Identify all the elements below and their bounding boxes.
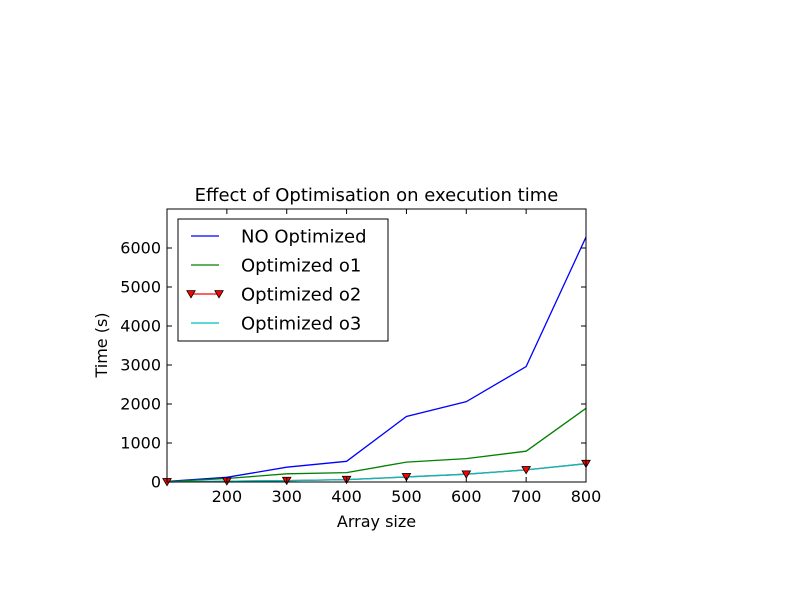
y-tick-label: 6000 xyxy=(120,239,161,258)
plot-area: 200 300 400 500 600 700 800 0 1000 2000 3000 4000 50… xyxy=(120,208,602,506)
data-point-optimized-o2 xyxy=(461,470,472,479)
x-tick-label: 200 xyxy=(212,487,243,506)
y-tick-label: 5000 xyxy=(120,278,161,297)
y-tick-label: 2000 xyxy=(120,395,161,414)
legend: NO Optimized Optimized o1 Optimized o2 Opti… xyxy=(177,218,389,342)
x-tick-label: 800 xyxy=(571,487,602,506)
y-tick-label: 1000 xyxy=(120,434,161,453)
legend-box xyxy=(177,218,389,342)
plot-frame xyxy=(166,208,587,483)
series-line-no-optimized xyxy=(166,236,587,483)
x-axis-label: Array size xyxy=(337,512,416,531)
legend-marker-optimized-o2 xyxy=(186,290,196,299)
y-axis-label: Time (s) xyxy=(92,312,111,378)
y-tick-label: 4000 xyxy=(120,317,161,336)
legend-label: NO Optimized xyxy=(241,227,367,248)
x-tick-label: 600 xyxy=(451,487,482,506)
series-line-optimized-o1 xyxy=(166,407,587,483)
legend-label: Optimized o2 xyxy=(241,285,361,306)
series-line-optimized-o3 xyxy=(166,463,587,483)
chart-title: Effect of Optimisation on execution time xyxy=(195,185,559,206)
y-tick-label: 3000 xyxy=(120,356,161,375)
x-tick-label: 400 xyxy=(331,487,362,506)
x-tick-label: 700 xyxy=(511,487,542,506)
x-tick-label: 300 xyxy=(271,487,302,506)
legend-marker-optimized-o2 xyxy=(214,290,224,299)
legend-label: Optimized o1 xyxy=(241,256,361,277)
data-point-optimized-o2 xyxy=(521,466,532,475)
x-tick-label: 500 xyxy=(391,487,422,506)
y-tick-label: 0 xyxy=(151,473,161,492)
legend-label: Optimized o3 xyxy=(241,314,361,335)
